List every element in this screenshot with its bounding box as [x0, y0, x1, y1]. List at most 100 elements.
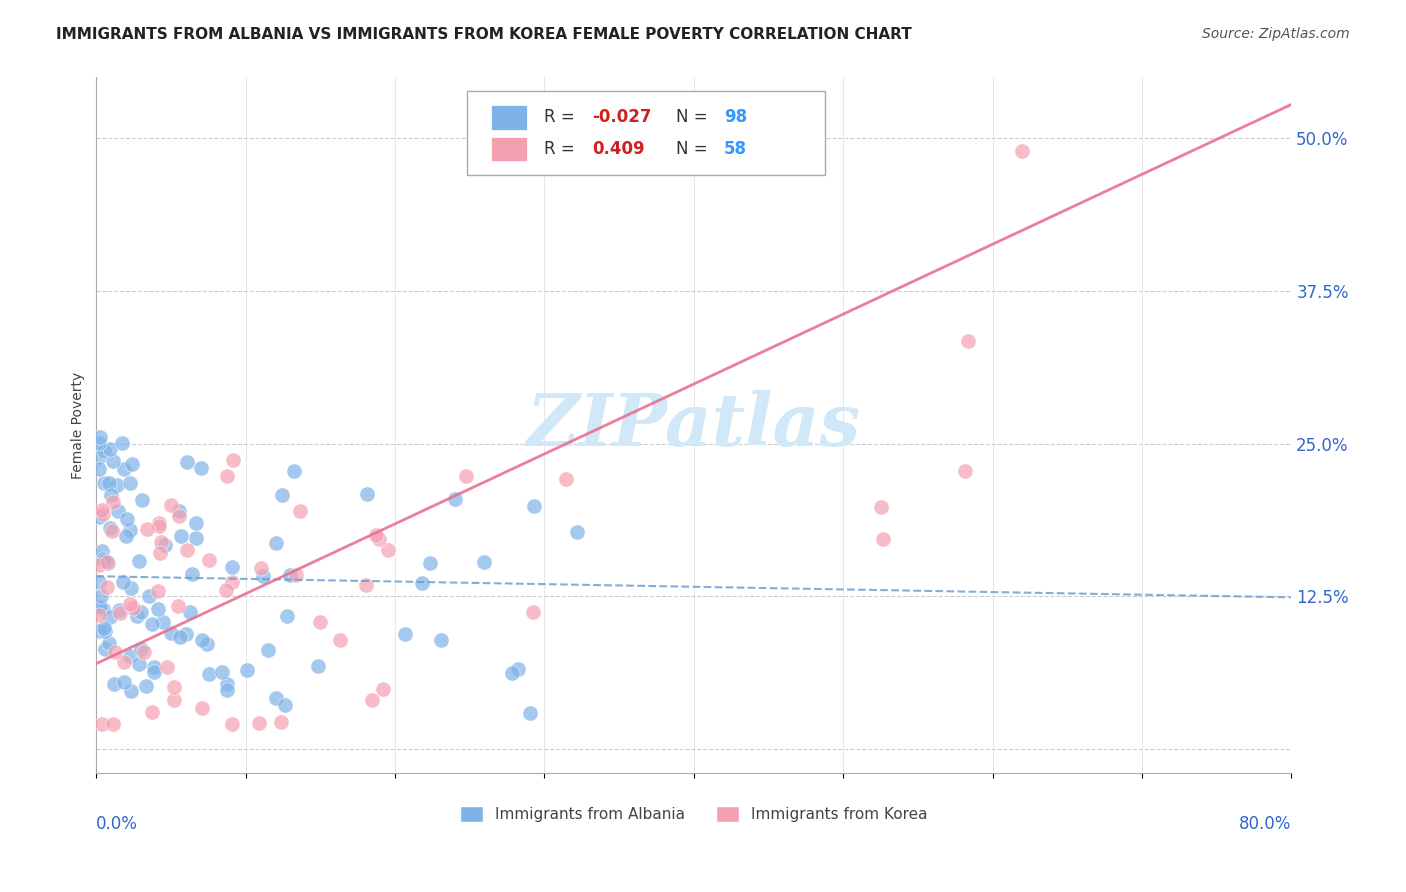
- Point: [236, 663, 259, 677]
- Point: [138, 589, 160, 603]
- Point: [1011, 144, 1033, 158]
- Text: ZIPatlas: ZIPatlas: [527, 390, 860, 461]
- Point: [89, 450, 111, 464]
- Point: [96, 580, 118, 594]
- Point: [132, 645, 155, 659]
- Point: [170, 529, 193, 543]
- Point: [112, 575, 135, 590]
- Point: [142, 660, 165, 674]
- Point: [152, 615, 174, 629]
- Point: [307, 658, 329, 673]
- Point: [103, 454, 125, 468]
- Point: [112, 655, 135, 669]
- Point: [163, 693, 186, 707]
- Point: [128, 657, 150, 672]
- Point: [252, 569, 274, 583]
- Point: [91, 503, 114, 517]
- Point: [264, 536, 287, 550]
- Point: [190, 700, 212, 714]
- Point: [150, 535, 173, 549]
- FancyBboxPatch shape: [467, 91, 825, 175]
- Point: [121, 601, 143, 615]
- Point: [198, 552, 221, 566]
- Point: [146, 602, 169, 616]
- Point: [120, 597, 142, 611]
- Point: [184, 531, 207, 545]
- Point: [93, 554, 115, 568]
- Point: [256, 642, 278, 657]
- Text: Source: ZipAtlas.com: Source: ZipAtlas.com: [1202, 27, 1350, 41]
- Point: [159, 498, 181, 512]
- Point: [176, 455, 198, 469]
- Text: R =: R =: [544, 108, 581, 126]
- Point: [271, 488, 294, 502]
- Point: [93, 444, 115, 458]
- Point: [90, 717, 112, 731]
- Point: [96, 556, 118, 570]
- Point: [554, 472, 576, 486]
- Point: [98, 610, 121, 624]
- Point: [89, 575, 111, 590]
- Point: [371, 682, 394, 697]
- Point: [108, 603, 131, 617]
- Point: [117, 511, 139, 525]
- Point: [93, 621, 115, 635]
- Point: [142, 665, 165, 679]
- Point: [91, 507, 114, 521]
- Point: [125, 609, 148, 624]
- Point: [215, 683, 238, 698]
- Point: [104, 645, 127, 659]
- Point: [98, 521, 121, 535]
- Point: [472, 556, 495, 570]
- Point: [93, 475, 115, 490]
- Point: [215, 469, 238, 483]
- Text: 0.0%: 0.0%: [97, 815, 138, 833]
- Point: [309, 615, 332, 630]
- Point: [501, 665, 523, 680]
- Point: [250, 560, 273, 574]
- Point: [276, 608, 298, 623]
- Text: 80.0%: 80.0%: [1239, 815, 1291, 833]
- Point: [221, 717, 243, 731]
- Legend: Immigrants from Albania, Immigrants from Korea: Immigrants from Albania, Immigrants from…: [454, 800, 934, 828]
- Point: [167, 504, 190, 518]
- Point: [112, 461, 135, 475]
- Point: [444, 491, 467, 506]
- Point: [98, 635, 121, 649]
- Point: [103, 677, 125, 691]
- Point: [89, 435, 111, 450]
- Point: [149, 546, 172, 560]
- Point: [179, 605, 201, 619]
- Bar: [491, 105, 526, 129]
- Point: [222, 453, 245, 467]
- Point: [141, 706, 163, 720]
- Point: [163, 681, 186, 695]
- Point: [519, 706, 541, 720]
- Point: [101, 495, 124, 509]
- Y-axis label: Female Poverty: Female Poverty: [72, 372, 86, 479]
- Point: [89, 624, 111, 638]
- Point: [100, 524, 122, 538]
- Point: [135, 679, 157, 693]
- Point: [112, 675, 135, 690]
- Text: 58: 58: [724, 140, 747, 158]
- Point: [368, 532, 391, 546]
- Point: [120, 523, 142, 537]
- Point: [284, 568, 307, 582]
- Point: [354, 578, 377, 592]
- Point: [160, 626, 183, 640]
- Text: R =: R =: [544, 140, 581, 158]
- Point: [280, 567, 302, 582]
- Point: [174, 627, 197, 641]
- Point: [135, 522, 157, 536]
- Point: [329, 632, 352, 647]
- Point: [111, 435, 134, 450]
- Point: [89, 510, 111, 524]
- Point: [508, 662, 530, 676]
- Point: [454, 469, 477, 483]
- Point: [96, 555, 118, 569]
- Point: [190, 632, 212, 647]
- Point: [411, 575, 433, 590]
- Point: [361, 693, 384, 707]
- Point: [167, 509, 190, 524]
